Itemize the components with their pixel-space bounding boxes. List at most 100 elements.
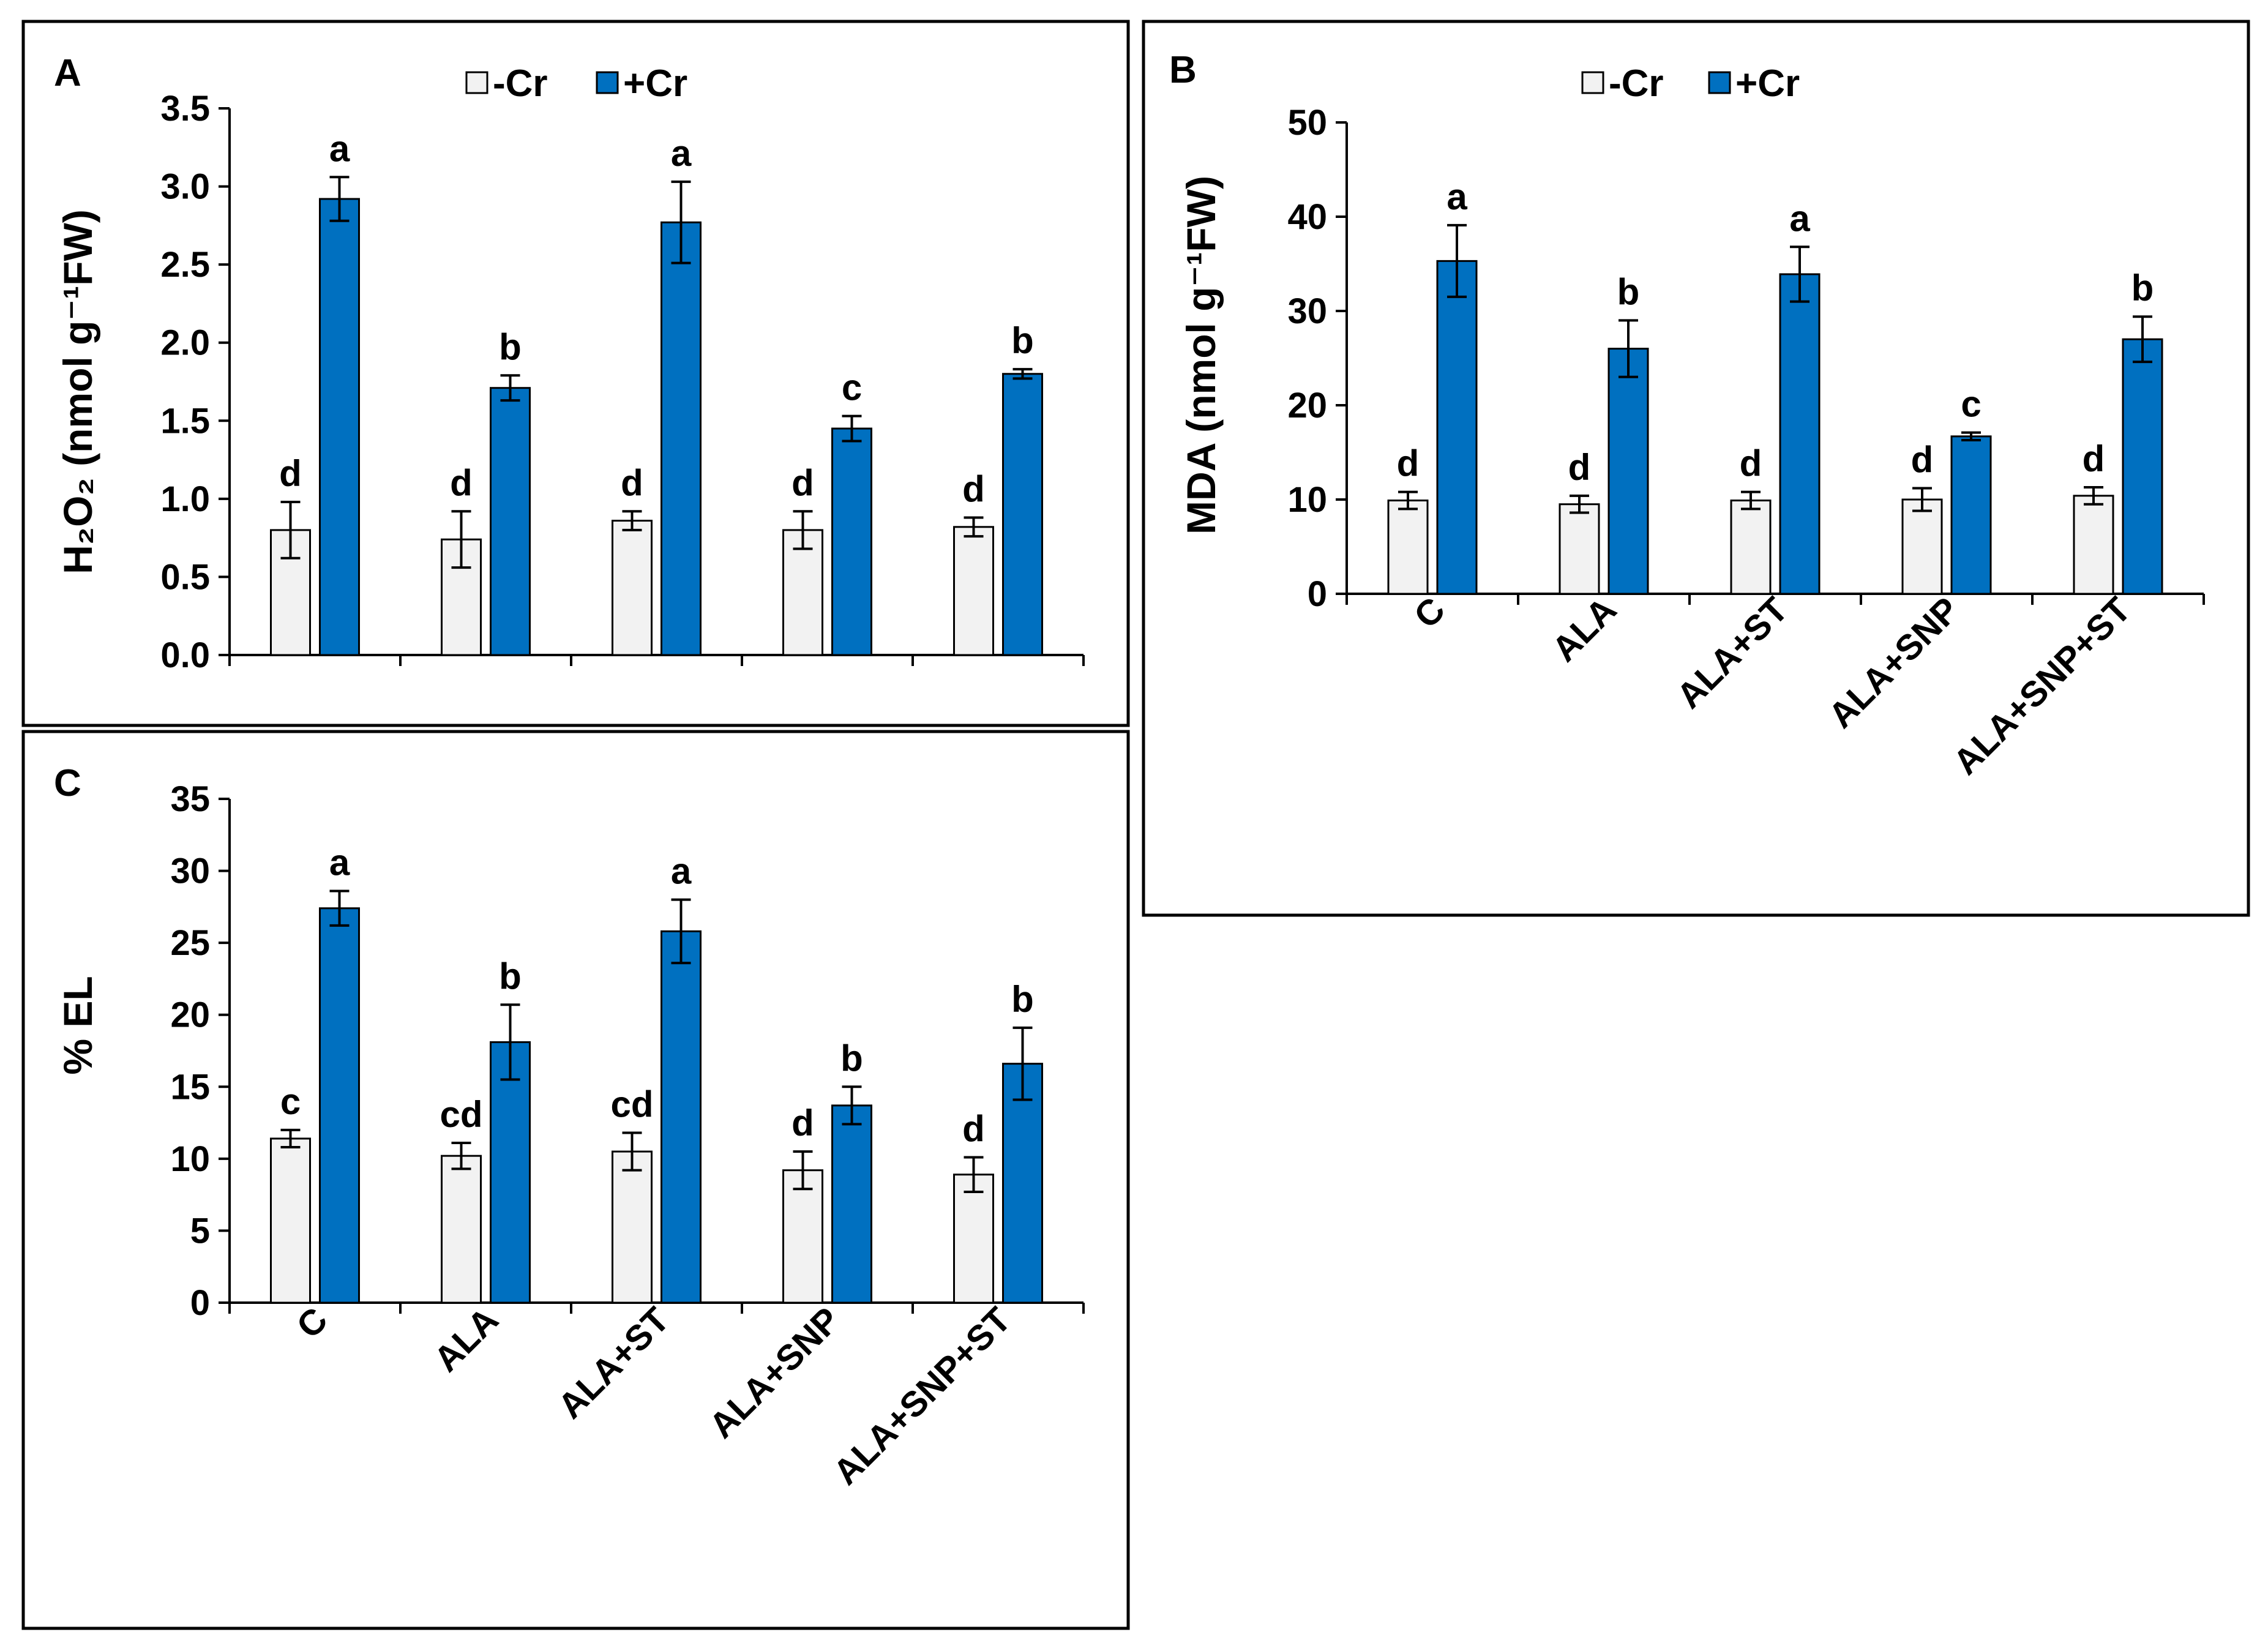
y-tick-label: 30 xyxy=(1287,291,1327,331)
bar-plus-cr xyxy=(1607,348,1649,595)
significance-label: d xyxy=(1911,440,1934,481)
significance-label: c xyxy=(842,367,862,408)
significance-label: cd xyxy=(610,1084,653,1125)
y-tick-label: 40 xyxy=(1287,197,1327,237)
y-tick-label: 25 xyxy=(170,923,210,963)
category-label: ALA xyxy=(426,1300,506,1379)
significance-label: d xyxy=(792,1103,814,1144)
significance-label: b xyxy=(1011,979,1034,1020)
bar-minus-cr xyxy=(782,1169,823,1304)
significance-label: d xyxy=(450,462,473,503)
significance-label: d xyxy=(279,453,302,494)
significance-label: cd xyxy=(440,1094,482,1135)
significance-label: a xyxy=(1789,198,1810,239)
bar-plus-cr xyxy=(2122,338,2163,595)
significance-label: d xyxy=(962,1109,985,1150)
bar-minus-cr xyxy=(612,520,653,656)
bar-plus-cr xyxy=(1950,435,1992,595)
category-label: ALA+SNP+ST xyxy=(826,1300,1019,1492)
significance-label: d xyxy=(1568,447,1591,488)
category-label: C xyxy=(289,1300,335,1346)
significance-label: a xyxy=(329,128,350,169)
y-tick-label: 20 xyxy=(1287,386,1327,425)
significance-label: c xyxy=(280,1081,301,1122)
significance-label: b xyxy=(1011,320,1034,361)
significance-label: a xyxy=(671,133,692,174)
y-tick-label: 2.0 xyxy=(160,323,210,363)
bar-minus-cr xyxy=(1730,500,1772,595)
y-tick-label: 10 xyxy=(1287,480,1327,520)
plot-c: 05101520253035caCcdbALAcdaALA+STdbALA+SN… xyxy=(170,779,1085,1492)
y-tick-label: 0 xyxy=(1308,574,1327,614)
significance-label: a xyxy=(329,842,350,883)
significance-label: a xyxy=(1447,176,1467,217)
bar-plus-cr xyxy=(1436,260,1478,595)
y-tick-label: 15 xyxy=(170,1067,210,1107)
bar-plus-cr xyxy=(1002,373,1043,656)
panel-c-letter: C xyxy=(54,762,81,804)
panel-a-letter: A xyxy=(54,52,81,94)
legend-b-minus-swatch xyxy=(1581,71,1604,94)
bar-plus-cr xyxy=(490,387,531,656)
significance-label: d xyxy=(1740,443,1762,484)
y-tick-label: 10 xyxy=(170,1139,210,1179)
bar-plus-cr xyxy=(1779,273,1821,595)
significance-label: d xyxy=(962,468,985,509)
y-axis-title-c: % EL xyxy=(55,976,100,1074)
category-label: ALA+ST xyxy=(1669,590,1796,716)
y-tick-label: 35 xyxy=(170,779,210,819)
legend-a-minus-swatch xyxy=(465,71,488,94)
category-label: ALA xyxy=(1544,590,1624,669)
significance-label: d xyxy=(621,462,643,503)
significance-label: b xyxy=(840,1038,863,1079)
bar-minus-cr xyxy=(612,1150,653,1304)
significance-label: c xyxy=(1961,384,1981,425)
significance-label: d xyxy=(792,462,814,503)
significance-label: b xyxy=(2131,268,2154,309)
bar-plus-cr xyxy=(661,930,702,1304)
legend-a-plus-label: +Cr xyxy=(623,62,687,105)
bar-minus-cr xyxy=(953,526,994,656)
y-tick-label: 50 xyxy=(1287,103,1327,143)
significance-label: d xyxy=(1397,443,1420,484)
legend-b-minus-label: -Cr xyxy=(1609,62,1664,105)
y-tick-label: 20 xyxy=(170,995,210,1035)
y-tick-label: 2.5 xyxy=(160,245,210,285)
y-tick-label: 0.5 xyxy=(160,557,210,597)
y-tick-label: 1.0 xyxy=(160,479,210,519)
bar-plus-cr xyxy=(661,221,702,656)
legend-b: -Cr +Cr xyxy=(1581,62,1800,105)
category-label: ALA+SNP xyxy=(702,1300,848,1446)
y-tick-label: 0.0 xyxy=(160,635,210,675)
y-axis-title-b: MDA (nmol g⁻¹FW) xyxy=(1178,176,1224,534)
bar-minus-cr xyxy=(270,1137,311,1304)
bar-minus-cr xyxy=(1559,503,1600,595)
panel-c-frame xyxy=(21,730,1130,1630)
category-label: C xyxy=(1407,590,1453,636)
y-tick-label: 1.5 xyxy=(160,401,210,441)
bar-minus-cr xyxy=(2073,495,2114,595)
legend-b-plus-label: +Cr xyxy=(1735,62,1800,105)
category-label: ALA+SNP+ST xyxy=(1945,590,2138,782)
bar-plus-cr xyxy=(319,907,360,1304)
plot-b: 01020304050daCdbALAdaALA+STdcALA+SNPdbAL… xyxy=(1287,103,2205,782)
panel-b-letter: B xyxy=(1169,49,1197,91)
significance-label: b xyxy=(499,956,522,997)
y-tick-label: 30 xyxy=(170,852,210,891)
significance-label: b xyxy=(499,326,522,367)
category-label: ALA+ST xyxy=(550,1300,677,1426)
panel-a-frame xyxy=(21,20,1130,727)
significance-label: b xyxy=(1617,271,1640,312)
bar-minus-cr xyxy=(441,1155,482,1304)
y-tick-label: 0 xyxy=(190,1283,210,1323)
bar-plus-cr xyxy=(831,427,872,656)
bar-minus-cr xyxy=(1901,498,1943,595)
bar-plus-cr xyxy=(319,198,360,656)
legend-a-plus-swatch xyxy=(596,71,619,94)
legend-a: -Cr +Cr xyxy=(465,62,687,105)
y-tick-label: 5 xyxy=(190,1211,210,1251)
bar-minus-cr xyxy=(1387,500,1429,595)
y-tick-label: 3.0 xyxy=(160,167,210,207)
plot-a: 0.0 0.5 1.0 1.5 2.0 2.5 3.0 3.5 d a d b d a d c d b xyxy=(160,89,1085,675)
